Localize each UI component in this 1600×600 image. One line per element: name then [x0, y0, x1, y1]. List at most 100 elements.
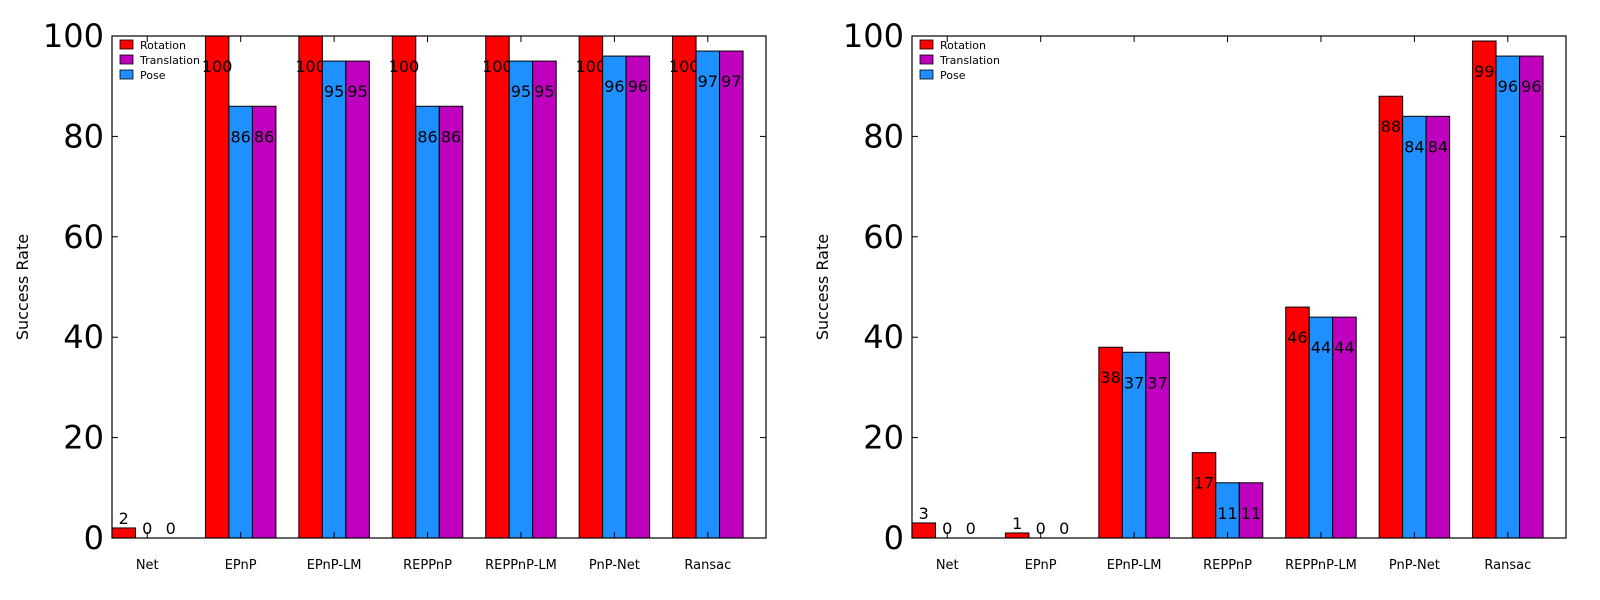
y-tick-label: 80: [63, 117, 104, 155]
bar-translation-epnp: [251, 105, 277, 539]
data-label: 84: [1428, 137, 1448, 156]
data-label: 84: [1404, 137, 1424, 156]
x-tick-label: EPnP: [225, 558, 257, 573]
data-label: 100: [295, 57, 326, 76]
data-label: 11: [1217, 504, 1237, 523]
x-tick-label: Net: [936, 558, 959, 573]
legend-swatch-pose: [119, 69, 134, 80]
bar-pose-reppnp-lm: [508, 60, 534, 539]
data-label: 3: [919, 504, 929, 523]
data-label: 86: [230, 127, 250, 146]
bar-pose-reppnp: [415, 105, 440, 539]
data-label: 0: [966, 519, 976, 538]
bar-rotation-epnp: [1004, 532, 1030, 539]
bar-translation-ransac: [719, 50, 744, 539]
data-label: 11: [1241, 504, 1261, 523]
data-label: 86: [417, 127, 437, 146]
data-label: 88: [1381, 117, 1401, 136]
data-label: 96: [1521, 77, 1541, 96]
data-label: 95: [534, 82, 554, 101]
legend-swatch-pose: [919, 69, 934, 80]
bar-rotation-ransac: [672, 35, 697, 539]
data-label: 95: [347, 82, 367, 101]
bar-pose-pnp-net: [1402, 115, 1427, 539]
data-label: 95: [324, 82, 344, 101]
x-tick-label: REPPnP-LM: [1285, 558, 1357, 573]
data-label: 100: [482, 57, 513, 76]
y-tick-label: 40: [63, 318, 104, 356]
data-label: 97: [698, 72, 718, 91]
y-tick-label: 0: [84, 519, 104, 557]
legend-label-translation: Translation: [939, 54, 1000, 67]
legend: Rotation Translation Pose: [119, 39, 200, 82]
legend-swatch-rotation: [919, 39, 934, 50]
data-label: 37: [1124, 373, 1144, 392]
bar-rotation-net: [911, 522, 936, 539]
data-label: 0: [1059, 519, 1069, 538]
legend-label-pose: Pose: [940, 69, 966, 82]
legend-swatch-translation: [919, 54, 934, 65]
y-tick-label: 40: [863, 318, 904, 356]
data-label: 100: [576, 57, 607, 76]
x-tick-label: EPnP-LM: [1107, 558, 1162, 573]
bar-chart-left: 2 100 100 100 100 100 100 0 86 95 86 95 96 97 0 86 95 86 9…: [13, 17, 767, 573]
data-label: 100: [202, 57, 233, 76]
x-tick-label: REPPnP-LM: [485, 558, 557, 573]
plot-frame: [111, 35, 767, 539]
data-label: 86: [441, 127, 461, 146]
data-label: 38: [1100, 368, 1120, 387]
x-tick-label: Net: [136, 558, 159, 573]
data-label: 37: [1147, 373, 1167, 392]
y-axis-label: Success Rate: [813, 234, 832, 340]
x-tick-label: PnP-Net: [1389, 558, 1440, 573]
bar-rotation-ransac: [1472, 40, 1497, 539]
y-tick-label: 100: [843, 17, 904, 55]
x-tick-label: REPPnP: [1203, 558, 1252, 573]
y-tick-label: 20: [863, 419, 904, 457]
y-tick-label: 20: [63, 419, 104, 457]
data-label: 86: [254, 127, 274, 146]
bar-rotation-epnp-lm: [298, 35, 323, 539]
bar-rotation-reppnp-lm: [485, 35, 510, 539]
y-tick-label: 60: [863, 218, 904, 256]
y-tick-label: 100: [43, 17, 104, 55]
data-label: 96: [604, 77, 624, 96]
data-label: 0: [942, 519, 952, 538]
bar-pose-epnp-lm: [321, 60, 347, 539]
x-tick-label: Ransac: [684, 558, 731, 573]
data-label: 97: [721, 72, 741, 91]
bar-rotation-reppnp: [1191, 452, 1217, 539]
data-label: 46: [1287, 328, 1307, 347]
bar-rotation-pnp-net: [578, 35, 604, 539]
legend-label-rotation: Rotation: [140, 39, 186, 52]
data-label: 96: [1498, 77, 1518, 96]
bar-pose-ransac: [695, 50, 721, 539]
bar-rotation-reppnp: [391, 35, 417, 539]
bar-translation-epnp-lm: [345, 60, 370, 539]
bar-translation-pnp-net: [625, 55, 651, 539]
legend-label-rotation: Rotation: [940, 39, 986, 52]
legend-label-translation: Translation: [139, 54, 200, 67]
legend-label-pose: Pose: [140, 69, 166, 82]
x-tick-label: REPPnP: [403, 558, 452, 573]
bar-rotation-epnp: [204, 35, 230, 539]
data-label: 44: [1334, 338, 1354, 357]
data-label: 17: [1194, 474, 1214, 493]
y-tick-label: 80: [863, 117, 904, 155]
x-tick-label: EPnP: [1025, 558, 1057, 573]
bar-pose-epnp: [228, 105, 253, 539]
x-tick-label: Ransac: [1484, 558, 1531, 573]
data-label: 44: [1311, 338, 1331, 357]
plot-frame: [911, 35, 1567, 539]
bar-translation-pnp-net: [1425, 115, 1451, 539]
data-label: 0: [166, 519, 176, 538]
data-label: 99: [1474, 62, 1494, 81]
data-label: 96: [628, 77, 648, 96]
bar-translation-ransac: [1519, 55, 1544, 539]
x-tick-label: PnP-Net: [589, 558, 640, 573]
bar-translation-reppnp-lm: [532, 60, 557, 539]
legend: Rotation Translation Pose: [919, 39, 1000, 82]
y-axis-label: Success Rate: [13, 234, 32, 340]
